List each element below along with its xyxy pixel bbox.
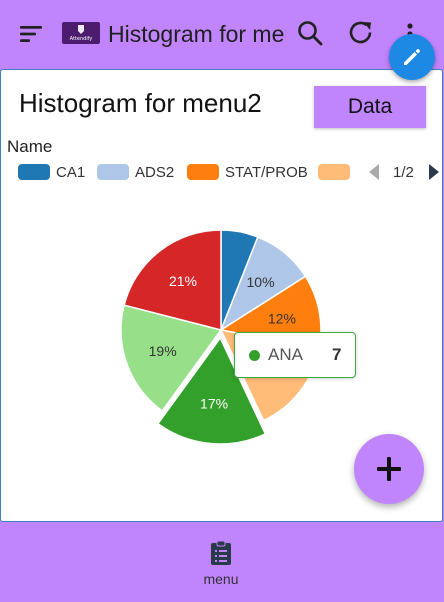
menu-icon[interactable] (18, 21, 44, 47)
tooltip-value: 7 (332, 345, 342, 364)
legend-page-indicator: 1/2 (393, 164, 414, 181)
nav-item-menu[interactable]: menu (185, 538, 257, 588)
logo-text: Attendify (69, 36, 93, 42)
refresh-icon[interactable] (347, 19, 375, 47)
pie-slice-7[interactable] (123, 229, 222, 331)
pencil-icon (404, 49, 420, 65)
bottom-navigation: menu (0, 524, 444, 602)
plus-icon (377, 457, 401, 481)
chart-card: Histogram for menu2 Data Name CA1 ADS2 S… (0, 69, 443, 522)
pie-slice-6[interactable] (120, 304, 223, 412)
legend-title: Name (7, 137, 53, 156)
legend-label: CA1 (56, 163, 86, 181)
app-logo: Attendify (62, 22, 100, 44)
app-bar-title: Histogram for menu2 (108, 21, 286, 47)
legend-swatch (97, 164, 129, 180)
top-app-bar: Attendify Histogram for menu2 (0, 0, 444, 68)
tooltip-series-name: ANA (268, 345, 303, 364)
legend-swatch (18, 164, 50, 180)
legend-item-4[interactable] (318, 162, 356, 182)
legend-item-stat-prob[interactable]: STAT/PROB (187, 162, 308, 182)
card-title: Histogram for menu2 (19, 88, 262, 118)
data-button[interactable]: Data (314, 86, 426, 128)
chart-tooltip: ANA 7 (234, 332, 356, 378)
legend-item-ca1[interactable]: CA1 (18, 162, 85, 182)
legend-swatch (318, 164, 350, 180)
pie-slice-ana[interactable] (156, 336, 267, 445)
edit-button[interactable] (389, 34, 435, 80)
pie-data-label: 21% (169, 273, 197, 289)
legend-label: STAT/PROB (225, 163, 308, 181)
tooltip-color-dot (249, 350, 260, 361)
search-icon[interactable] (296, 19, 324, 47)
nav-label-menu: menu (203, 571, 239, 587)
legend-label: ADS2 (135, 163, 175, 181)
legend-item-ads2[interactable]: ADS2 (97, 162, 174, 182)
pie-data-label: 12% (268, 310, 296, 326)
add-button[interactable] (354, 434, 424, 504)
pie-data-label: 10% (247, 274, 275, 290)
pie-data-label: 17% (200, 395, 228, 411)
checklist-icon (211, 540, 231, 565)
legend-swatch (187, 164, 219, 180)
pie-data-label: 19% (149, 343, 177, 359)
pie-chart[interactable]: 10% 12% 17% 19% 21% (101, 210, 341, 450)
legend-prev-icon[interactable] (367, 163, 381, 181)
legend-next-icon[interactable] (428, 163, 440, 181)
